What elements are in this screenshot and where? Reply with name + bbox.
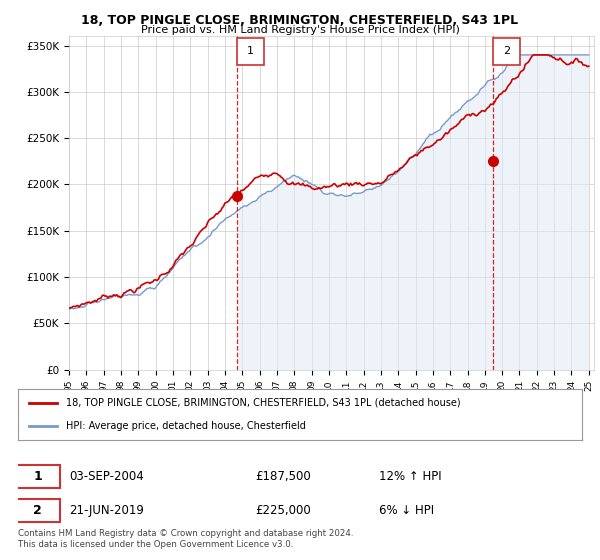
Text: 18, TOP PINGLE CLOSE, BRIMINGTON, CHESTERFIELD, S43 1PL: 18, TOP PINGLE CLOSE, BRIMINGTON, CHESTE… bbox=[82, 14, 518, 27]
Text: Price paid vs. HM Land Registry's House Price Index (HPI): Price paid vs. HM Land Registry's House … bbox=[140, 25, 460, 35]
Text: Contains HM Land Registry data © Crown copyright and database right 2024.
This d: Contains HM Land Registry data © Crown c… bbox=[18, 529, 353, 549]
Text: 1: 1 bbox=[247, 46, 254, 57]
Text: £225,000: £225,000 bbox=[255, 503, 311, 517]
Text: 1: 1 bbox=[34, 470, 42, 483]
Text: 2: 2 bbox=[503, 46, 510, 57]
FancyBboxPatch shape bbox=[15, 465, 60, 488]
Text: £187,500: £187,500 bbox=[255, 470, 311, 483]
Text: 21-JUN-2019: 21-JUN-2019 bbox=[69, 503, 143, 517]
FancyBboxPatch shape bbox=[15, 498, 60, 522]
Text: 12% ↑ HPI: 12% ↑ HPI bbox=[379, 470, 442, 483]
Text: 18, TOP PINGLE CLOSE, BRIMINGTON, CHESTERFIELD, S43 1PL (detached house): 18, TOP PINGLE CLOSE, BRIMINGTON, CHESTE… bbox=[66, 398, 461, 408]
Text: 2: 2 bbox=[34, 503, 42, 517]
Text: HPI: Average price, detached house, Chesterfield: HPI: Average price, detached house, Ches… bbox=[66, 421, 306, 431]
FancyBboxPatch shape bbox=[236, 38, 264, 65]
Text: 6% ↓ HPI: 6% ↓ HPI bbox=[379, 503, 434, 517]
Text: 03-SEP-2004: 03-SEP-2004 bbox=[69, 470, 143, 483]
FancyBboxPatch shape bbox=[493, 38, 520, 65]
